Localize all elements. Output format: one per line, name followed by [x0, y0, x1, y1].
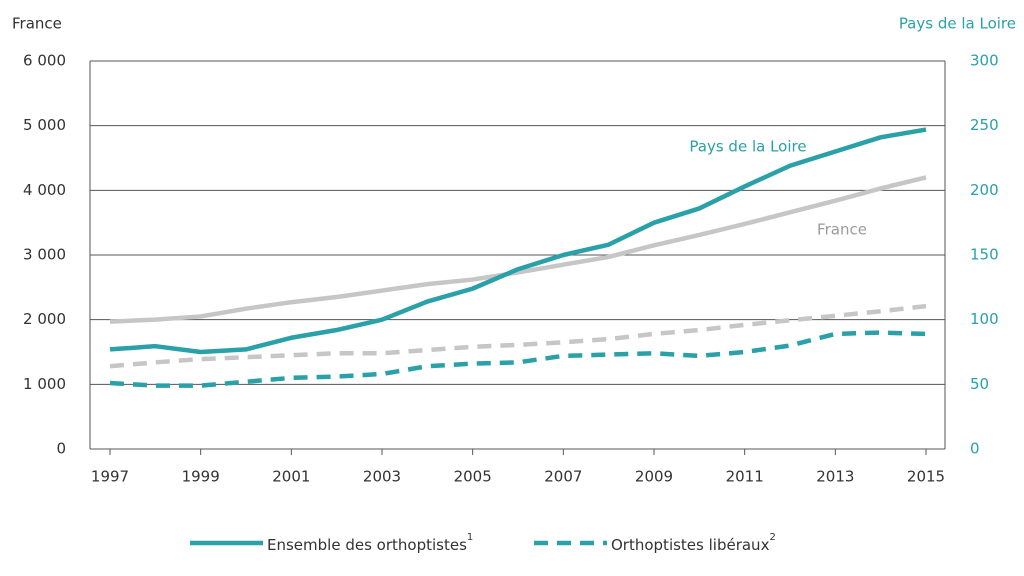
legend-sup: 1	[467, 532, 473, 543]
y2-tick-label: 200	[970, 181, 999, 199]
legend-sup: 2	[769, 532, 775, 543]
y-tick-label: 0	[56, 440, 66, 458]
y2-tick-label: 0	[970, 440, 980, 458]
x-tick-label: 2001	[272, 468, 310, 486]
y2-tick-label: 50	[970, 375, 989, 393]
series-line	[109, 303, 927, 369]
legend-text: Ensemble des orthoptistes	[267, 536, 467, 554]
x-tick-label: 2003	[363, 468, 401, 486]
legend-label: Ensemble des orthoptistes1	[267, 532, 473, 554]
x-tick-label: 2009	[635, 468, 673, 486]
annotation: France	[817, 221, 867, 239]
x-tick-label: 2013	[816, 468, 854, 486]
series-line	[109, 175, 927, 324]
x-tick-label: 1999	[182, 468, 220, 486]
legend-label: Orthoptistes libéraux2	[611, 532, 776, 554]
y2-axis-title: Pays de la Loire	[899, 15, 1016, 33]
y-tick-label: 4 000	[23, 181, 66, 199]
annotation: Pays de la Loire	[689, 138, 806, 156]
x-tick-label: 2007	[544, 468, 582, 486]
y-tick-label: 3 000	[23, 246, 66, 264]
y2-tick-label: 100	[970, 310, 999, 328]
x-tick-label: 2011	[726, 468, 764, 486]
y-tick-label: 1 000	[23, 375, 66, 393]
x-tick-label: 2015	[907, 468, 945, 486]
x-tick-label: 1997	[91, 468, 129, 486]
y2-tick-label: 250	[970, 116, 999, 134]
y-tick-label: 5 000	[23, 116, 66, 134]
series-line	[109, 127, 927, 355]
x-tick-label: 2005	[454, 468, 492, 486]
y2-tick-label: 300	[970, 52, 999, 70]
legend-text: Orthoptistes libéraux	[611, 536, 770, 554]
y-tick-label: 2 000	[23, 310, 66, 328]
y-axis-title: France	[12, 15, 62, 33]
y2-tick-label: 150	[970, 246, 999, 264]
y-tick-label: 6 000	[23, 52, 66, 70]
